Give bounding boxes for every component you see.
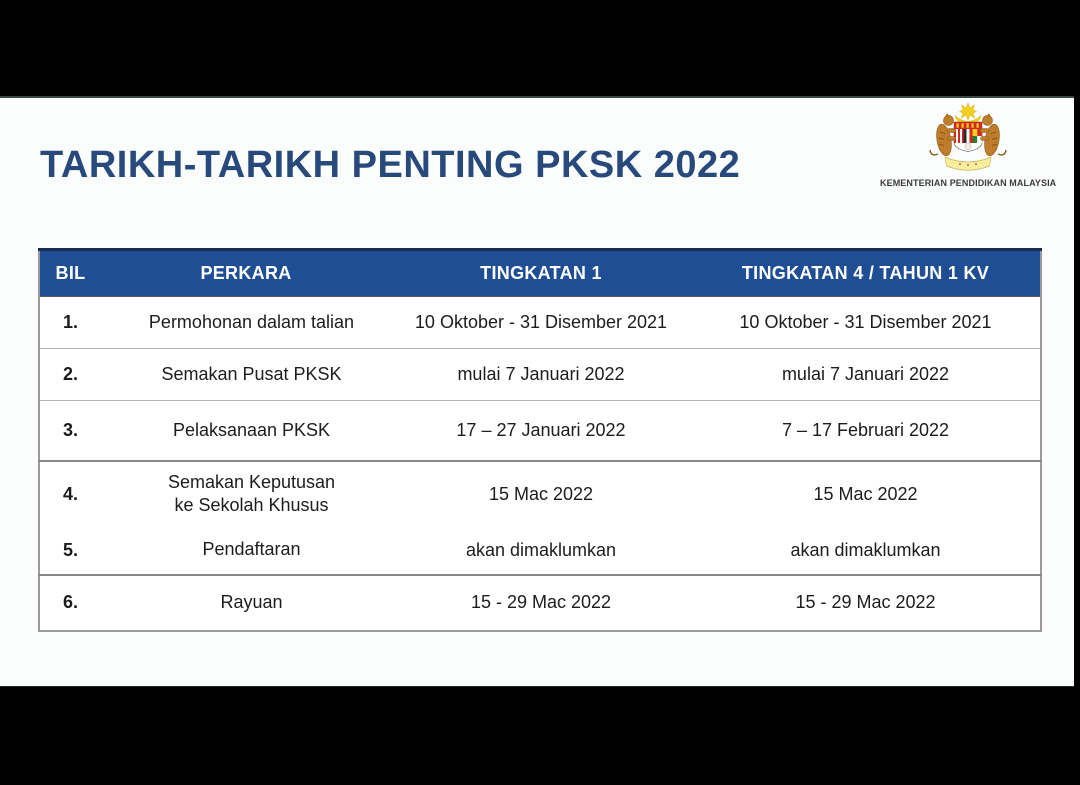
cell-perkara: Semakan Keputusan ke Sekolah Khusus [167,471,336,515]
slide: TARIKH-TARIKH PENTING PKSK 2022 [0,98,1080,686]
cell-tingkatan4: 15 Mac 2022 [813,483,918,504]
scroll-icon [944,156,992,171]
cell-tingkatan4: mulai 7 Januari 2022 [691,348,1041,401]
table-row: 5. Pendaftaran akan dimaklumkan akan dimakl… [39,526,1041,576]
cell-bil: 3. [39,400,101,462]
cell-bil: 5. [39,526,101,576]
cell-tingkatan4: akan dimaklumkan [691,526,1041,576]
cell-tingkatan4: 10 Oktober - 31 Disember 2021 [691,296,1041,349]
cell-tingkatan1: 15 - 29 Mac 2022 [470,592,612,612]
table-header: BIL PERKARA TINGKATAN 1 TINGKATAN 4 / TA… [39,248,1041,297]
letterbox-top [0,0,1080,98]
cell-perkara: Permohonan dalam talian [101,296,391,349]
cell-perkara: Pendaftaran [101,526,391,576]
star-icon [959,102,977,121]
column-header-tingkatan1: TINGKATAN 1 [391,248,691,297]
cell-perkara: Semakan Pusat PKSK [101,348,391,401]
edge-strip-right [1074,0,1080,785]
schedule-table: BIL PERKARA TINGKATAN 1 TINGKATAN 4 / TA… [38,248,1042,632]
malaysia-coat-of-arms-icon [929,102,1007,171]
table-row: 4. Semakan Keputusan ke Sekolah Khusus 15 … [39,461,1041,527]
cell-tingkatan1: 15 Mac 2022 [488,483,594,504]
cell-bil: 1. [39,296,101,349]
letterbox-bottom [0,686,1080,785]
ministry-logo: KEMENTERIAN PENDIDIKAN MALAYSIA [880,102,1056,188]
column-header-tingkatan4: TINGKATAN 4 / TAHUN 1 KV [691,248,1041,297]
cell-bil: 2. [39,348,101,401]
cell-tingkatan4: 15 - 29 Mac 2022 [795,592,936,612]
cell-tingkatan1: mulai 7 Januari 2022 [391,348,691,401]
table-row: 1. Permohonan dalam talian 10 Oktober - 31… [39,296,1041,349]
ministry-name: KEMENTERIAN PENDIDIKAN MALAYSIA [880,178,1057,188]
cell-bil: 4. [62,483,78,504]
cell-tingkatan1: 10 Oktober - 31 Disember 2021 [391,296,691,349]
cell-tingkatan1: 17 – 27 Januari 2022 [391,400,691,462]
tiger-supporter-icon [979,113,1007,157]
table-row: 6. Rayuan 15 - 29 Mac 2022 15 - 29 Mac 2022 [39,575,1041,631]
cell-bil: 6. [62,592,78,612]
cell-tingkatan1: akan dimaklumkan [391,526,691,576]
column-header-perkara: PERKARA [101,248,391,297]
cell-perkara: Pelaksanaan PKSK [101,400,391,462]
column-header-bil: BIL [39,248,101,297]
page-title: TARIKH-TARIKH PENTING PKSK 2022 [40,144,741,186]
table-row: 3. Pelaksanaan PKSK 17 – 27 Januari 2022 7 … [39,400,1041,462]
cell-perkara: Rayuan [220,591,283,612]
header-row: BIL PERKARA TINGKATAN 1 TINGKATAN 4 / TA… [39,248,1041,297]
tiger-supporter-icon [929,113,957,157]
table-body: 1. Permohonan dalam talian 10 Oktober - 31… [39,296,1041,631]
table-row: 2. Semakan Pusat PKSK mulai 7 Januari 2022… [39,348,1041,401]
cell-tingkatan4: 7 – 17 Februari 2022 [691,400,1041,462]
